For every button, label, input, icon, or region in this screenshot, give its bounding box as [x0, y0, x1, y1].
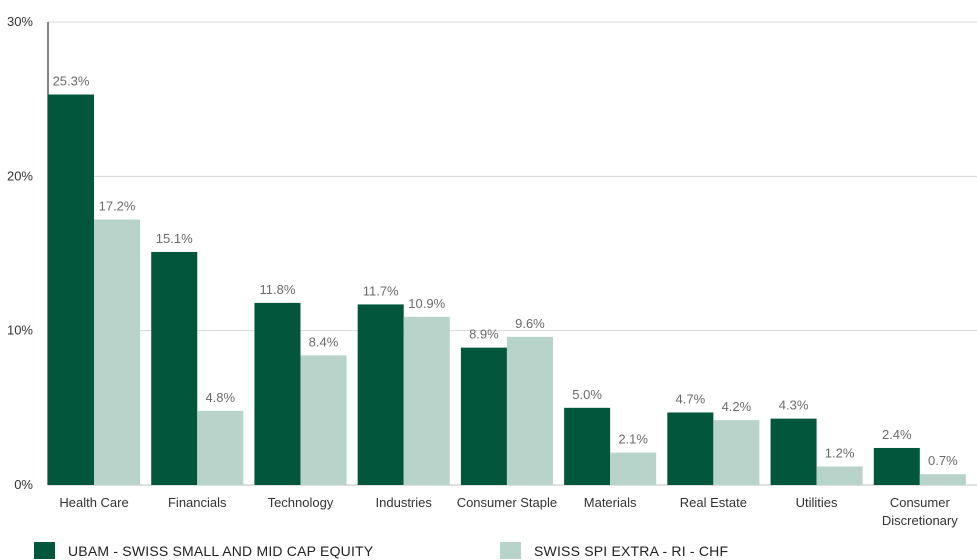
bar-series-1-7 — [770, 418, 817, 485]
data-label-series-1-6: 4.7% — [676, 391, 706, 406]
data-label-series-1-4: 8.9% — [469, 327, 499, 342]
bar-series-1-3 — [357, 304, 404, 485]
data-label-series-1-0: 25.3% — [53, 74, 90, 89]
y-tick-label-10: 10% — [7, 323, 33, 338]
data-label-series-2-6: 4.2% — [722, 399, 752, 414]
bar-chart: 0% 10% 20% 30% 25.3% 17.2% Health Care 15.1% 4.8… — [7, 14, 977, 528]
bar-series-2-2 — [300, 355, 347, 485]
bar-series-1-5 — [564, 407, 611, 485]
y-tick-label-30: 30% — [7, 14, 33, 29]
data-label-series-2-7: 1.2% — [825, 445, 855, 460]
data-label-series-1-3: 11.7% — [363, 283, 399, 298]
y-tick-label-20: 20% — [7, 168, 33, 183]
bar-series-2-1 — [197, 410, 244, 485]
x-tick-label-7: Utilities — [796, 495, 838, 510]
bar-series-1-1 — [151, 251, 198, 485]
data-label-series-1-1: 15.1% — [156, 231, 193, 246]
bar-series-2-4 — [506, 336, 553, 485]
x-tick-label-0: Health Care — [59, 495, 128, 510]
legend-label-series-2: SWISS SPI EXTRA - RI - CHF — [534, 542, 729, 559]
bar-series-2-3 — [403, 316, 450, 485]
legend-item-series-1: UBAM - SWISS SMALL AND MID CAP EQUITY — [34, 541, 373, 560]
bar-series-1-0 — [48, 94, 95, 485]
legend-item-series-2: SWISS SPI EXTRA - RI - CHF — [500, 541, 728, 560]
data-label-series-2-0: 17.2% — [99, 199, 136, 214]
legend-swatch-series-1 — [34, 542, 55, 559]
y-tick-label-0: 0% — [14, 477, 33, 492]
bar-series-1-2 — [254, 302, 301, 485]
x-tick-label-8-line-1: Discretionary — [882, 513, 958, 528]
x-tick-label-4: Consumer Staple — [457, 495, 557, 510]
chart-legend: UBAM - SWISS SMALL AND MID CAP EQUITY SW… — [0, 541, 977, 560]
x-tick-label-5: Materials — [584, 495, 637, 510]
data-label-series-2-8: 0.7% — [928, 453, 958, 468]
legend-label-series-1: UBAM - SWISS SMALL AND MID CAP EQUITY — [68, 542, 374, 559]
data-label-series-1-8: 2.4% — [882, 427, 912, 442]
data-label-series-1-5: 5.0% — [572, 387, 602, 402]
data-label-series-2-1: 4.8% — [205, 390, 235, 405]
bar-series-2-0 — [94, 219, 141, 485]
bar-series-2-8 — [919, 474, 966, 485]
x-tick-label-6: Real Estate — [680, 495, 747, 510]
x-tick-label-3: Industries — [376, 495, 433, 510]
bar-series-1-6 — [667, 412, 714, 485]
data-label-series-1-2: 11.8% — [260, 282, 296, 297]
data-label-series-1-7: 4.3% — [779, 398, 809, 413]
data-label-series-2-2: 8.4% — [309, 334, 339, 349]
bar-series-1-8 — [873, 447, 920, 485]
bar-series-2-7 — [816, 466, 863, 485]
data-label-series-2-3: 10.9% — [408, 296, 445, 311]
x-tick-label-2: Technology — [268, 495, 334, 510]
legend-swatch-series-2 — [500, 542, 521, 559]
bar-series-1-4 — [460, 347, 507, 485]
bar-series-2-5 — [610, 452, 657, 485]
x-tick-label-8-line-0: Consumer — [890, 495, 951, 510]
data-label-series-2-4: 9.6% — [515, 316, 545, 331]
data-label-series-2-5: 2.1% — [618, 432, 648, 447]
x-tick-label-1: Financials — [168, 495, 227, 510]
bar-series-2-6 — [713, 420, 760, 485]
